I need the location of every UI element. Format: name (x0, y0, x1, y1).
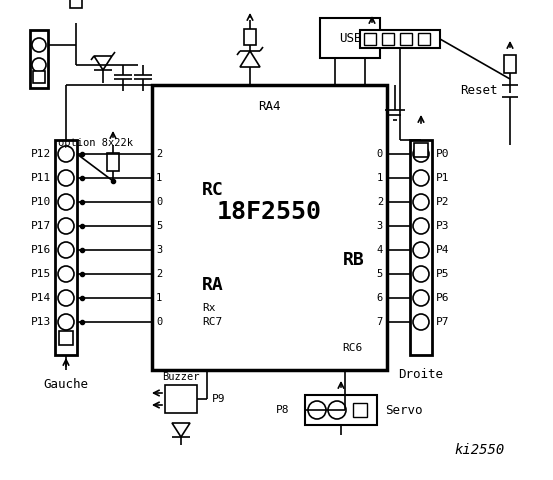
Text: P12: P12 (31, 149, 51, 159)
Text: RC: RC (202, 181, 224, 199)
Text: ki2550: ki2550 (455, 443, 505, 457)
Bar (55, 140, 77, 355)
Text: 0: 0 (377, 149, 383, 159)
Text: 6: 6 (377, 293, 383, 303)
Text: Buzzer: Buzzer (162, 372, 200, 382)
Circle shape (58, 218, 74, 234)
Text: 3: 3 (377, 221, 383, 231)
Text: 3: 3 (156, 245, 162, 255)
Bar (107, 153, 119, 171)
Text: P3: P3 (436, 221, 450, 231)
Bar (59, 331, 73, 345)
Text: P2: P2 (436, 197, 450, 207)
Text: Reset: Reset (461, 84, 498, 97)
Text: Droite: Droite (399, 369, 444, 382)
Text: 5: 5 (377, 269, 383, 279)
Circle shape (413, 266, 429, 282)
Text: 7: 7 (377, 317, 383, 327)
Circle shape (32, 58, 46, 72)
Text: 2: 2 (156, 269, 162, 279)
Text: option 8x22k: option 8x22k (58, 138, 133, 148)
Text: 5: 5 (156, 221, 162, 231)
Circle shape (58, 266, 74, 282)
Text: P15: P15 (31, 269, 51, 279)
Text: P4: P4 (436, 245, 450, 255)
Circle shape (413, 194, 429, 210)
Circle shape (58, 146, 74, 162)
Circle shape (413, 242, 429, 258)
Text: P6: P6 (436, 293, 450, 303)
Text: RA4: RA4 (258, 100, 281, 113)
Circle shape (413, 218, 429, 234)
Text: USB: USB (339, 32, 361, 45)
Bar (504, 55, 516, 73)
Text: P11: P11 (31, 173, 51, 183)
Circle shape (413, 290, 429, 306)
Circle shape (308, 401, 326, 419)
Bar (320, 18, 380, 58)
Text: P0: P0 (436, 149, 450, 159)
Bar (70, 0, 82, 8)
Text: RA: RA (202, 276, 224, 294)
Bar (418, 33, 430, 45)
Circle shape (58, 290, 74, 306)
Text: P10: P10 (31, 197, 51, 207)
Text: RB: RB (343, 251, 365, 269)
Bar (353, 403, 367, 417)
Text: 1: 1 (377, 173, 383, 183)
Bar (382, 33, 394, 45)
Bar (400, 33, 412, 45)
Circle shape (413, 146, 429, 162)
Text: Gauche: Gauche (44, 379, 88, 392)
Text: P7: P7 (436, 317, 450, 327)
Text: 18F2550: 18F2550 (217, 200, 322, 224)
Text: P13: P13 (31, 317, 51, 327)
Bar (305, 395, 377, 425)
Bar (364, 33, 376, 45)
Text: 4: 4 (377, 245, 383, 255)
Bar (244, 29, 256, 45)
Circle shape (328, 401, 346, 419)
Text: RC6: RC6 (342, 343, 362, 353)
Text: P1: P1 (436, 173, 450, 183)
Text: P14: P14 (31, 293, 51, 303)
Text: 1: 1 (156, 173, 162, 183)
Circle shape (58, 170, 74, 186)
Text: P5: P5 (436, 269, 450, 279)
Text: Rx: Rx (202, 303, 216, 313)
Text: P17: P17 (31, 221, 51, 231)
Bar (414, 143, 428, 157)
Bar (152, 85, 387, 370)
Text: 0: 0 (156, 197, 162, 207)
Text: 1: 1 (156, 293, 162, 303)
Circle shape (413, 314, 429, 330)
Text: P9: P9 (212, 394, 226, 404)
Circle shape (58, 194, 74, 210)
Text: 0: 0 (156, 317, 162, 327)
Circle shape (58, 242, 74, 258)
Bar (410, 140, 432, 355)
Text: 2: 2 (377, 197, 383, 207)
Bar (165, 385, 197, 413)
Circle shape (413, 170, 429, 186)
Text: RC7: RC7 (202, 317, 222, 327)
Text: P16: P16 (31, 245, 51, 255)
Text: 2: 2 (156, 149, 162, 159)
Circle shape (32, 38, 46, 52)
Text: Servo: Servo (385, 404, 422, 417)
Bar (360, 30, 440, 48)
Bar (33, 71, 45, 83)
Circle shape (58, 314, 74, 330)
Bar (30, 30, 48, 88)
Text: P8: P8 (276, 405, 290, 415)
